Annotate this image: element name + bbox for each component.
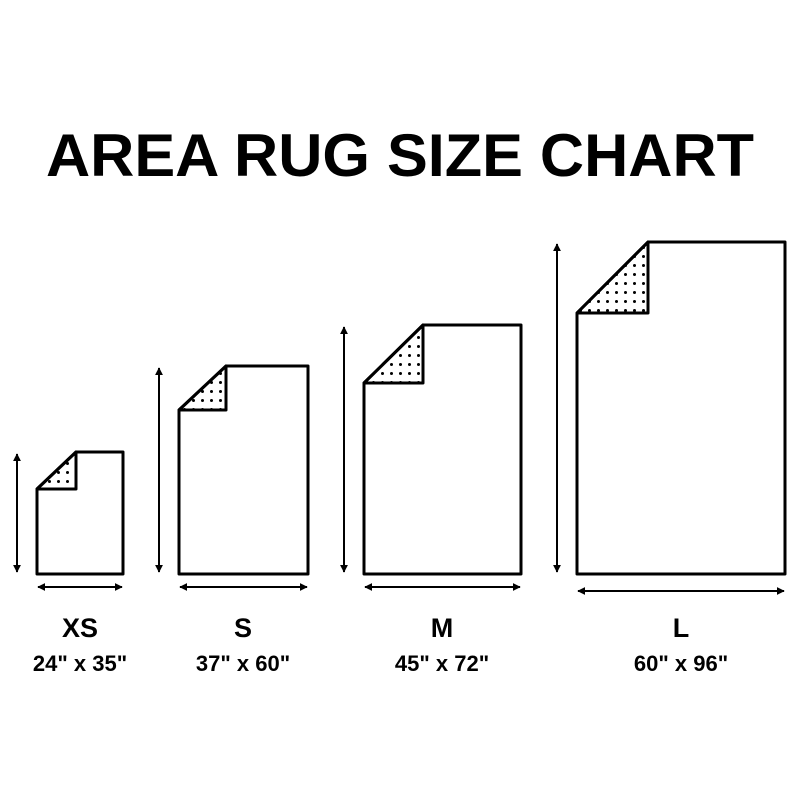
dimensions-label: 60" x 96" [634,651,728,676]
size-label: S [234,613,252,643]
dimensions-label: 24" x 35" [33,651,127,676]
dimensions-label: 37" x 60" [196,651,290,676]
folded-corner [35,450,78,491]
rug-xs: XS 24" x 35" [13,450,127,676]
folded-corner [362,323,425,385]
rug-m: M 45" x 72" [340,323,523,676]
chart-title: AREA RUG SIZE CHART [46,122,754,189]
folded-corner [177,364,228,412]
dimensions-label: 45" x 72" [395,651,489,676]
rug-outline [35,450,125,576]
size-label: XS [62,613,98,643]
rug-s: S 37" x 60" [155,364,310,676]
size-label: M [431,613,454,643]
folded-corner [575,240,650,315]
size-label: L [673,613,690,643]
rug-l: L 60" x 96" [553,240,787,676]
